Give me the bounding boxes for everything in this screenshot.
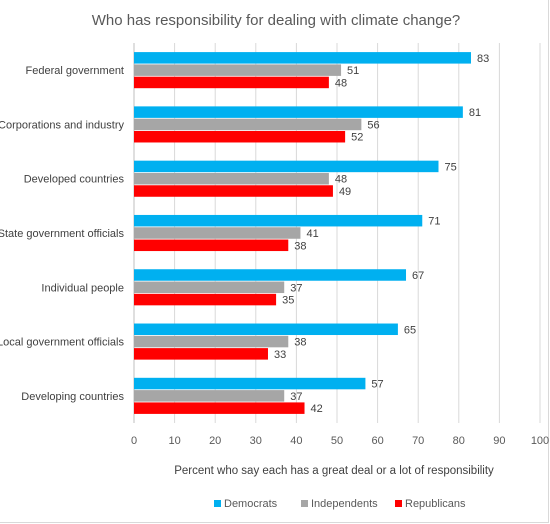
- x-tick-label: 10: [168, 435, 180, 447]
- bar-independents: [134, 172, 329, 185]
- data-label: 75: [445, 161, 457, 173]
- bar-independents: [134, 227, 301, 239]
- bar-independents: [134, 64, 342, 76]
- data-label: 37: [290, 282, 302, 294]
- data-label: 83: [477, 53, 489, 65]
- data-label: 48: [335, 174, 347, 186]
- bar-republicans: [134, 76, 329, 89]
- category-label: Individual people: [41, 282, 124, 294]
- x-tick-label: 50: [331, 435, 343, 447]
- data-label: 37: [290, 391, 302, 403]
- data-label: 56: [367, 119, 379, 131]
- data-label: 81: [469, 107, 481, 119]
- bar-republicans: [134, 239, 289, 252]
- category-label: Corporations and industry: [0, 119, 124, 131]
- category-label: State government officials: [0, 228, 124, 240]
- x-tick-label: 90: [493, 435, 505, 447]
- x-axis-label: Percent who say each has a great deal or…: [174, 465, 494, 477]
- bar-democrats: [134, 377, 366, 390]
- data-label: 41: [306, 228, 318, 240]
- bar-democrats: [134, 106, 463, 118]
- bar-democrats: [134, 214, 423, 227]
- data-label: 65: [404, 324, 416, 336]
- legend: Democrats Independents Republicans: [214, 498, 466, 510]
- legend-swatch: [395, 500, 402, 507]
- category-label: Developed countries: [24, 174, 125, 186]
- bar-democrats: [134, 160, 439, 173]
- data-label: 57: [371, 379, 383, 391]
- x-tick-label: 100: [531, 435, 549, 447]
- legend-label: Republicans: [405, 498, 466, 510]
- bars: 8351488156527548497141386737356538335737…: [134, 52, 489, 415]
- category-labels: Federal government Corporations and indus…: [0, 65, 124, 403]
- bar-republicans: [134, 185, 333, 197]
- bar-republicans: [134, 402, 305, 414]
- x-tick-label: 80: [453, 435, 465, 447]
- x-tick-label: 0: [131, 435, 137, 447]
- legend-swatch: [301, 500, 308, 507]
- data-label: 33: [274, 349, 286, 361]
- x-tick-label: 40: [290, 435, 302, 447]
- bar-independents: [134, 335, 289, 348]
- legend-label: Independents: [311, 498, 378, 510]
- bar-independents: [134, 390, 285, 402]
- x-tick-label: 70: [412, 435, 424, 447]
- category-label: Federal government: [26, 65, 124, 77]
- x-tick-labels: 0 10 20 30 40 50 60 70 80 90 100: [131, 435, 549, 447]
- data-label: 35: [282, 295, 294, 307]
- data-label: 51: [347, 65, 359, 77]
- data-label: 38: [294, 240, 306, 252]
- category-label: Local government officials: [0, 337, 124, 349]
- data-label: 52: [351, 132, 363, 144]
- data-label: 49: [339, 186, 351, 198]
- data-label: 71: [428, 216, 440, 228]
- bar-independents: [134, 118, 362, 131]
- data-label: 38: [294, 337, 306, 349]
- chart-title: Who has responsibility for dealing with …: [92, 12, 461, 29]
- bar-democrats: [134, 323, 398, 336]
- legend-label: Democrats: [224, 498, 278, 510]
- bar-democrats: [134, 269, 407, 281]
- bar-independents: [134, 281, 285, 294]
- x-tick-label: 60: [371, 435, 383, 447]
- data-label: 42: [311, 403, 323, 415]
- bar-democrats: [134, 52, 471, 64]
- data-label: 48: [335, 77, 347, 89]
- bar-republicans: [134, 293, 277, 306]
- bar-republicans: [134, 348, 268, 360]
- data-label: 67: [412, 270, 424, 282]
- x-tick-label: 30: [250, 435, 262, 447]
- x-tick-label: 20: [209, 435, 221, 447]
- legend-swatch: [214, 500, 221, 507]
- bar-republicans: [134, 130, 346, 143]
- category-label: Developing countries: [21, 391, 124, 403]
